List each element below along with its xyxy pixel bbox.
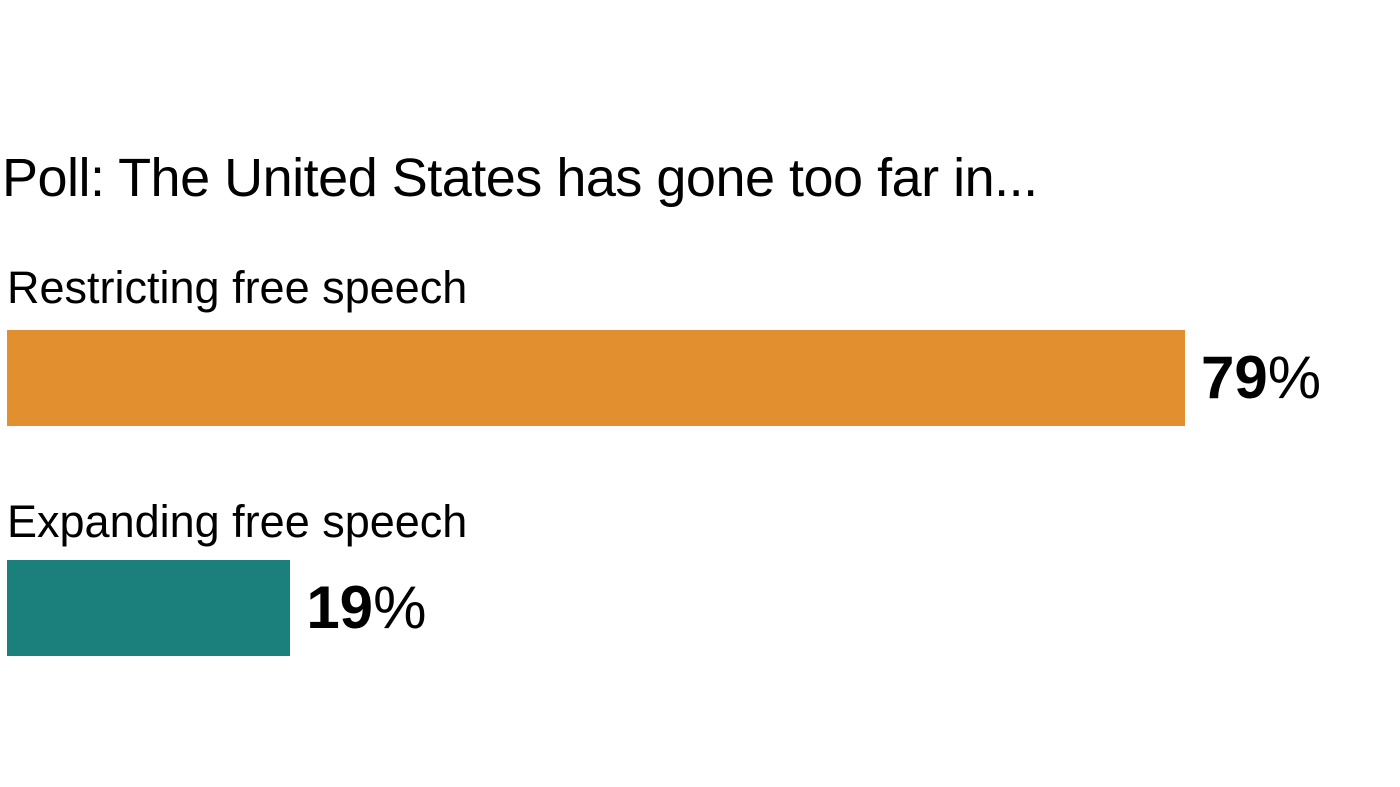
- row-label-restricting: Restricting free speech: [7, 262, 468, 313]
- value-label-expanding: 19%: [306, 573, 426, 643]
- chart-title: Poll: The United States has gone too far…: [2, 148, 1038, 208]
- percent-sign: %: [1267, 344, 1322, 411]
- value-number: 79: [1201, 344, 1268, 411]
- percent-sign: %: [373, 574, 427, 641]
- value-label-restricting: 79%: [1201, 343, 1321, 413]
- value-number: 19: [306, 574, 374, 641]
- row-label-expanding: Expanding free speech: [7, 496, 468, 547]
- bar-restricting: [7, 330, 1185, 426]
- bar-expanding: [7, 560, 291, 656]
